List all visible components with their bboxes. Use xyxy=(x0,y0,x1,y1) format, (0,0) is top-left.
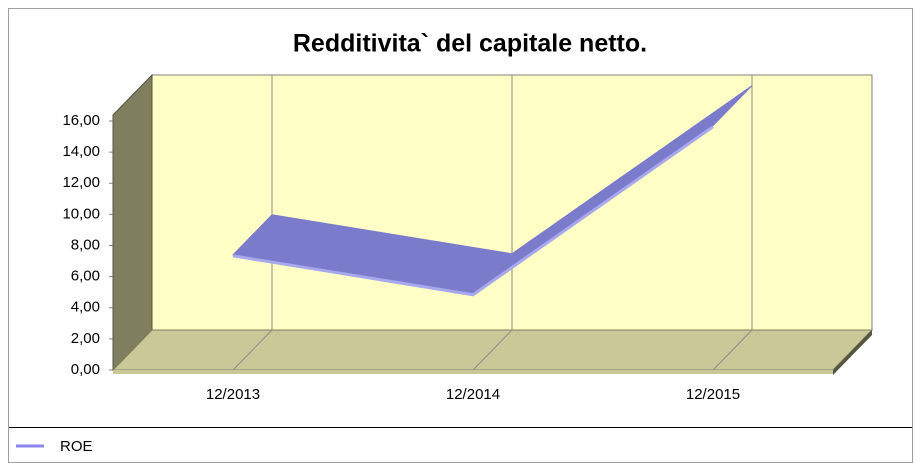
x-tick-label: 12/2014 xyxy=(446,386,500,403)
x-tick-label: 12/2013 xyxy=(206,386,260,403)
grid-line xyxy=(712,75,753,371)
y-tick-label: 12,00 xyxy=(62,174,100,191)
chart-title: Redditivita` del capitale netto. xyxy=(293,30,647,58)
y-tick-label: 10,00 xyxy=(62,205,100,222)
line xyxy=(232,125,714,297)
x-tick-label: 12/2015 xyxy=(686,386,740,403)
y-tick-label: 6,00 xyxy=(71,268,100,285)
y-tick-label: 14,00 xyxy=(62,143,100,160)
y-tick-label: 2,00 xyxy=(71,330,100,347)
floor-edge xyxy=(833,330,872,375)
y-tick-label: 4,00 xyxy=(71,299,100,316)
y-tick-label: 8,00 xyxy=(71,236,100,253)
grid-line xyxy=(472,75,513,371)
y-tick-label: 0,00 xyxy=(71,361,100,378)
legend-label: ROE xyxy=(60,438,93,455)
y-tick-label: 16,00 xyxy=(62,112,100,129)
side-wall xyxy=(112,73,153,372)
grid-line xyxy=(232,75,273,371)
